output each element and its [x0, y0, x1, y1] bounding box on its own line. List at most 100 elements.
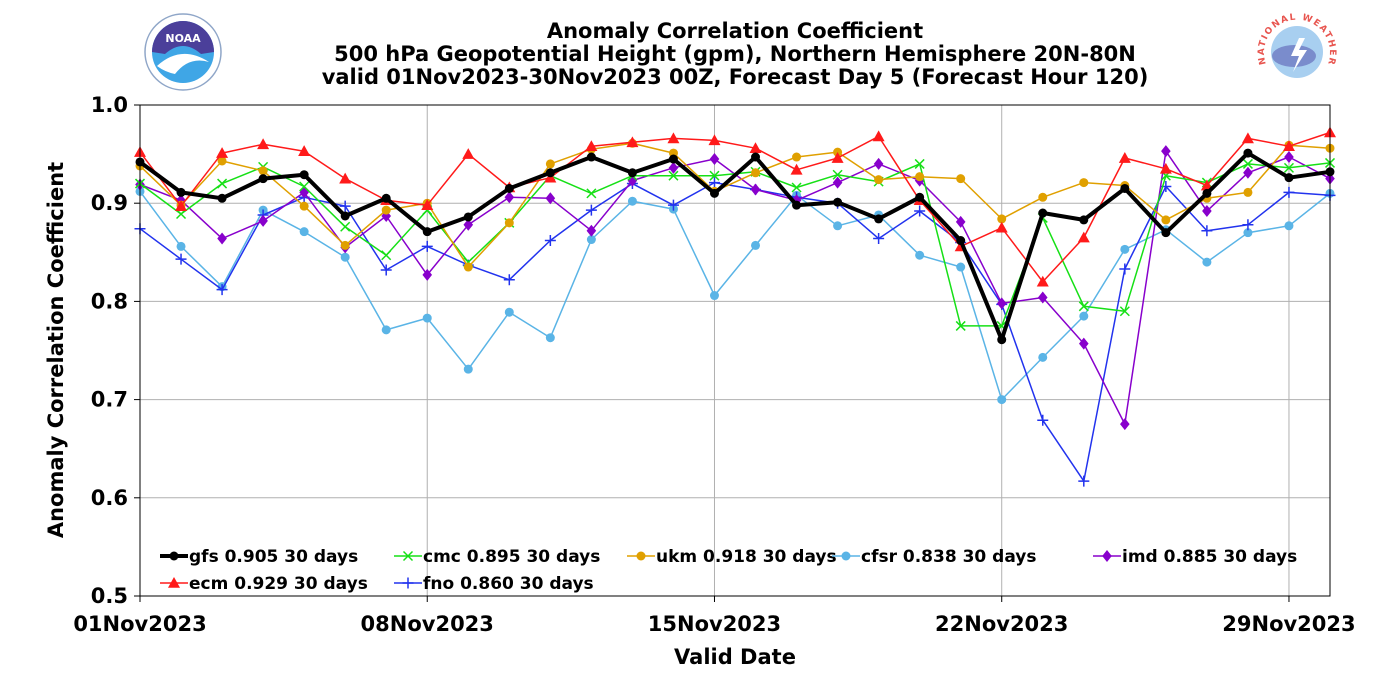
y-tick-label: 0.8: [91, 289, 128, 313]
point-fno: [1119, 263, 1131, 275]
series-line-cfsr: [139, 190, 1331, 401]
point-ukm: [792, 152, 802, 162]
point-gfs: [751, 152, 761, 162]
y-tick-label: 1.0: [91, 93, 128, 117]
point-ukm: [1161, 215, 1171, 225]
point-ecm: [462, 148, 475, 159]
legend-entry-cfsr: cfsr 0.838 30 days: [832, 547, 1036, 567]
point-fno: [1037, 414, 1049, 426]
point-gfs: [463, 212, 473, 222]
point-ecm: [708, 134, 721, 146]
point-imd: [1284, 151, 1294, 164]
y-ticks: 0.5 0.6 0.7 0.8 0.9 1.0: [91, 93, 140, 608]
point-cfsr: [627, 196, 637, 206]
chart-title: Anomaly Correlation Coefficient: [547, 19, 923, 43]
series-line-fno: [139, 181, 1331, 482]
legend-entry-imd: imd 0.885 30 days: [1093, 547, 1297, 567]
point-cfsr: [1079, 311, 1089, 321]
point-cfsr: [586, 235, 596, 245]
y-tick-label: 0.5: [91, 584, 128, 608]
point-gfs: [792, 200, 802, 210]
point-gfs: [627, 168, 637, 178]
plot-frame: [139, 104, 1331, 597]
point-gfs: [299, 170, 309, 180]
point-ukm: [258, 166, 268, 176]
series-line-ecm: [139, 131, 1331, 283]
point-ecm: [1036, 275, 1049, 287]
point-imd: [1078, 337, 1089, 350]
point-gfs: [504, 183, 514, 193]
point-ukm: [545, 159, 555, 169]
point-imd: [217, 232, 227, 245]
point-gfs: [1284, 173, 1294, 183]
point-fno: [544, 235, 556, 247]
y-axis-label: Anomaly Correlation Coefficient: [44, 162, 68, 538]
point-gfs: [176, 187, 186, 197]
point-fno: [914, 205, 926, 217]
point-ukm: [299, 201, 309, 211]
point-cfsr: [1243, 228, 1253, 238]
point-ukm: [915, 172, 925, 182]
point-gfs: [956, 236, 966, 246]
point-ecm: [298, 145, 311, 156]
point-fno: [175, 253, 187, 265]
point-gfs: [545, 168, 555, 178]
point-cmc: [1119, 306, 1130, 317]
point-ukm: [504, 218, 514, 228]
point-ukm: [956, 174, 966, 184]
series-group: [134, 126, 1336, 487]
legend-marker-ecm: [168, 577, 180, 588]
legend-label-ukm: ukm 0.918 30 days: [656, 547, 837, 567]
point-cfsr: [1038, 352, 1048, 362]
point-ecm: [1118, 152, 1131, 163]
point-imd: [586, 224, 597, 237]
legend-marker-imd: [1102, 550, 1112, 562]
x-tick-label: 22Nov2023: [935, 612, 1068, 636]
point-gfs: [1202, 188, 1212, 198]
point-ecm: [790, 163, 803, 175]
point-ecm: [831, 152, 844, 163]
x-axis-label: Valid Date: [674, 645, 796, 669]
x-tick-label: 29Nov2023: [1222, 612, 1355, 636]
point-ukm: [463, 262, 473, 272]
point-gfs: [586, 152, 596, 162]
point-cmc: [586, 188, 597, 199]
point-gfs: [422, 227, 432, 237]
point-imd: [668, 161, 679, 174]
point-imd: [873, 157, 884, 170]
point-fno: [585, 204, 597, 216]
point-ukm: [217, 156, 227, 166]
point-cmc: [176, 208, 187, 220]
point-ecm: [585, 140, 598, 152]
point-cfsr: [751, 240, 761, 250]
point-ecm: [175, 200, 188, 211]
point-cfsr: [463, 364, 473, 374]
point-cfsr: [1284, 221, 1294, 231]
point-ecm: [216, 147, 229, 158]
point-gfs: [997, 335, 1007, 345]
point-imd: [955, 215, 966, 228]
point-ecm: [1077, 231, 1090, 243]
point-imd: [832, 176, 843, 189]
point-gfs: [1161, 228, 1171, 238]
point-ecm: [1200, 179, 1213, 191]
point-imd: [1120, 418, 1130, 431]
point-ecm: [872, 130, 885, 142]
point-fno: [216, 284, 228, 296]
point-fno: [873, 233, 885, 245]
point-fno: [667, 199, 679, 211]
point-ukm: [997, 214, 1007, 224]
point-cmc: [668, 170, 679, 181]
point-fno: [1201, 225, 1213, 237]
point-cfsr: [1120, 244, 1130, 254]
point-gfs: [668, 154, 678, 164]
point-gfs: [258, 174, 268, 184]
point-ecm: [421, 199, 434, 210]
point-cmc: [914, 158, 925, 169]
legend-entry-cmc: cmc 0.895 30 days: [394, 547, 600, 567]
x-tick-label: 15Nov2023: [648, 612, 781, 636]
legend-marker-ukm: [636, 551, 646, 561]
point-gfs: [217, 193, 227, 203]
legend-entry-fno: fno 0.860 30 days: [394, 574, 594, 594]
point-cmc: [340, 221, 351, 232]
